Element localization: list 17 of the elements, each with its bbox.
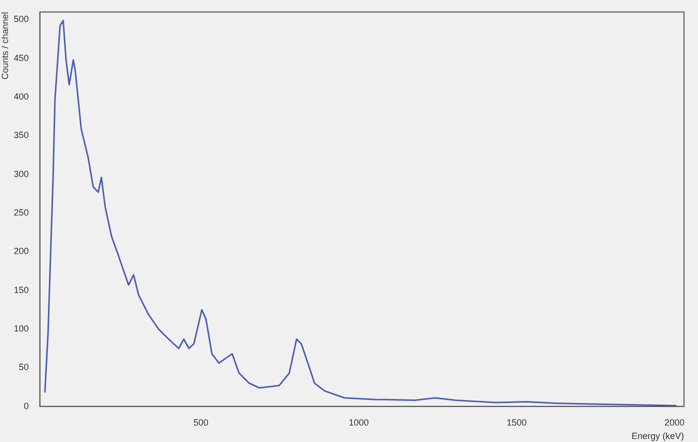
y-tick-label: 100 (14, 324, 29, 334)
y-tick-label: 150 (14, 284, 29, 295)
y-tick-label: 250 (14, 208, 29, 218)
y-tick-label: 0 (24, 400, 29, 411)
x-axis-title: Energy (keV) (631, 431, 684, 442)
x-tick-label: 500 (193, 417, 208, 428)
y-tick-label: 350 (14, 130, 29, 140)
y-tick-label: 300 (14, 168, 29, 179)
x-tick-label: 1000 (348, 417, 369, 428)
x-tick-label: 1500 (506, 417, 527, 428)
x-tick-label: 2000 (664, 417, 685, 428)
y-tick-label: 50 (18, 362, 29, 372)
y-axis-title: Counts / channel (0, 12, 10, 80)
y-tick-label: 200 (14, 246, 29, 256)
y-tick-label: 450 (14, 52, 29, 63)
y-tick-label: 400 (14, 92, 29, 102)
y-tick-label: 500 (14, 14, 29, 24)
